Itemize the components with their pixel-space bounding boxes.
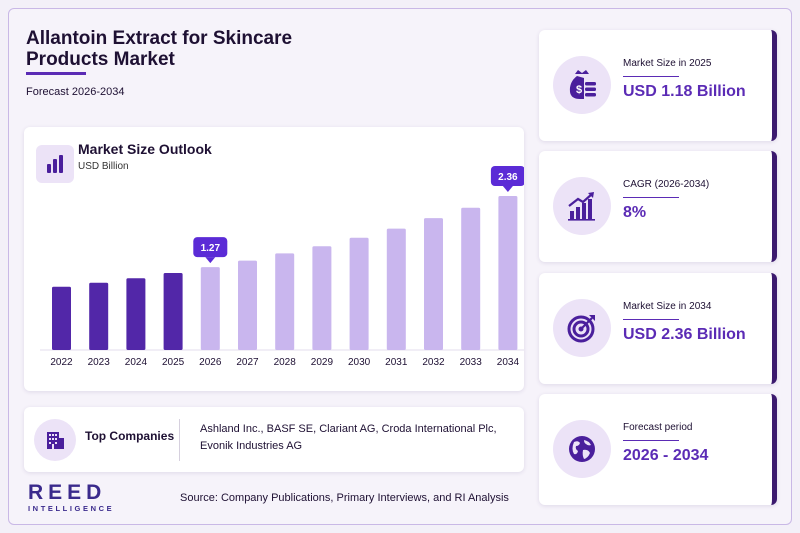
x-tick-label: 2032 <box>422 357 445 368</box>
chart-unit: USD Billion <box>78 161 129 172</box>
stat-underline <box>623 319 679 320</box>
logo-sub-text: INTELLIGENCE <box>28 504 115 513</box>
page-subtitle: Forecast 2026-2034 <box>26 86 125 98</box>
bar-2025 <box>163 273 183 350</box>
stat-card-market-2025: $ Market Size in 2025 USD 1.18 Billion <box>539 30 777 141</box>
stat-value: 2026 - 2034 <box>623 447 709 464</box>
bar-2027 <box>238 260 257 350</box>
bar-2028 <box>275 253 295 350</box>
building-icon <box>34 419 76 461</box>
svg-text:$: $ <box>576 84 582 96</box>
reed-intelligence-logo: REED INTELLIGENCE <box>28 481 114 513</box>
title-underline <box>26 72 86 75</box>
callout-2034: 2.36 <box>490 166 524 192</box>
bar-2030 <box>349 237 369 350</box>
x-tick-label: 2022 <box>50 357 73 368</box>
bar-2022 <box>52 286 71 350</box>
bar-chart: 2022 2023 2024 2025 2026 1.27 2027 2028 2029 2030… <box>40 166 524 368</box>
x-tick-label: 2034 <box>497 357 520 368</box>
top-companies-card: Top Companies Ashland Inc., BASF SE, Cla… <box>24 407 524 472</box>
stat-value: USD 2.36 Billion <box>623 326 746 343</box>
page-title: Allantoin Extract for Skincare Products … <box>26 28 293 70</box>
stat-label: Market Size in 2034 <box>623 301 712 312</box>
stat-card-market-2034: Market Size in 2034 USD 2.36 Billion <box>539 273 777 384</box>
bar-2026 <box>200 267 220 350</box>
bar-2029 <box>312 246 332 350</box>
growth-chart-icon <box>553 177 611 235</box>
bar-2032 <box>424 218 443 350</box>
stat-label: CAGR (2026-2034) <box>623 179 710 190</box>
x-tick-label: 2030 <box>348 357 371 368</box>
x-tick-label: 2023 <box>88 357 111 368</box>
bar-2023 <box>89 282 109 350</box>
chart-title: Market Size Outlook <box>78 141 212 157</box>
stat-label: Market Size in 2025 <box>623 58 712 69</box>
x-tick-label: 2029 <box>311 357 334 368</box>
bar-2033 <box>461 207 481 350</box>
bar-chart-icon <box>36 145 74 183</box>
top-companies-label: Top Companies <box>85 429 175 443</box>
stat-value: 8% <box>623 204 647 221</box>
target-icon <box>553 299 611 357</box>
stat-label: Forecast period <box>623 422 693 433</box>
stat-underline <box>623 440 679 441</box>
stat-underline <box>623 76 679 77</box>
logo-main-text: REED <box>28 481 107 504</box>
source-note: Source: Company Publications, Primary In… <box>180 492 509 504</box>
callout-2026: 1.27 <box>193 237 228 264</box>
money-bag-icon: $ <box>553 56 611 114</box>
globe-icon <box>553 420 611 478</box>
bar-2034 <box>498 196 518 350</box>
divider <box>179 419 180 461</box>
x-tick-label: 2027 <box>236 357 259 368</box>
x-tick-label: 2031 <box>385 357 408 368</box>
callout-label: 1.27 <box>201 243 221 254</box>
stat-card-forecast-period: Forecast period 2026 - 2034 <box>539 394 777 505</box>
callout-label: 2.36 <box>498 172 518 183</box>
x-tick-label: 2024 <box>125 357 148 368</box>
x-tick-label: 2026 <box>199 357 222 368</box>
stat-card-cagr: CAGR (2026-2034) 8% <box>539 151 777 262</box>
x-tick-label: 2033 <box>460 357 483 368</box>
x-tick-label: 2025 <box>162 357 185 368</box>
market-size-chart-card: Market Size Outlook USD Billion 2022 2023… <box>24 127 524 391</box>
top-companies-list: Ashland Inc., BASF SE, Clariant AG, Crod… <box>200 423 497 452</box>
bar-2024 <box>126 278 146 350</box>
stat-value: USD 1.18 Billion <box>623 83 746 100</box>
x-tick-label: 2028 <box>274 357 297 368</box>
bar-2031 <box>386 228 406 350</box>
stat-underline <box>623 197 679 198</box>
